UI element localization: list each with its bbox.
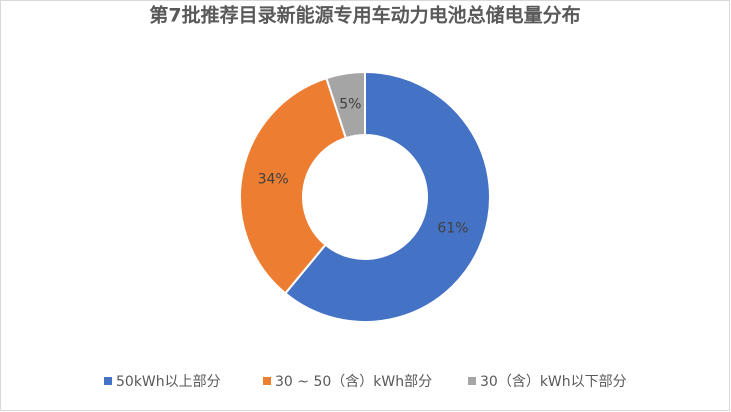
legend-label: 50kWh以上部分 [116,374,221,390]
data-label: 34% [258,171,289,187]
legend-marker [104,377,112,385]
legend-label: 30 ~ 50（含）kWh部分 [275,374,432,390]
legend-marker [263,377,271,385]
data-label: 61% [437,221,468,237]
legend-marker [468,377,476,385]
data-label: 5% [339,97,361,113]
legend-label: 30（含）kWh以下部分 [480,374,627,390]
chart-title: 第7批推荐目录新能源专用车动力电池总储电量分布 [149,4,580,27]
donut-segment [283,70,491,323]
donut-segment [239,76,348,295]
donut-segment [325,70,366,140]
